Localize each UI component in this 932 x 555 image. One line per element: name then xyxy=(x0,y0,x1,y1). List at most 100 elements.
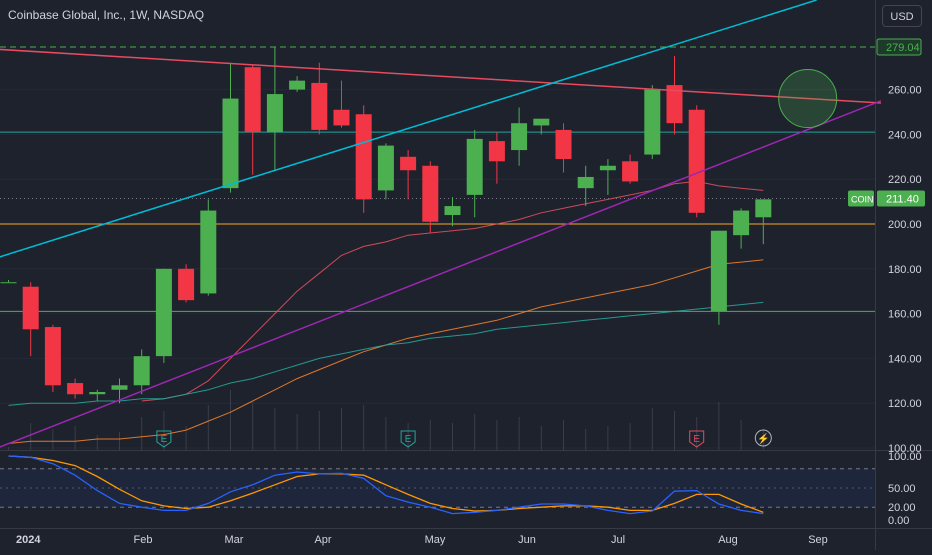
event-marker-label: ⚡ xyxy=(757,432,769,445)
volume-bar xyxy=(296,414,298,450)
volume-bar xyxy=(518,417,520,450)
volume-bar xyxy=(30,423,32,450)
candle-body xyxy=(555,129,572,160)
candle-body xyxy=(577,176,594,189)
time-axis: 2024 Feb Mar Apr May Jun Jul Aug Sep xyxy=(16,534,828,546)
price-axis-label: 100.00 xyxy=(888,443,922,455)
volume-bar xyxy=(429,420,431,450)
dividend-marker-icon xyxy=(754,429,772,447)
candle-body xyxy=(422,165,439,222)
earnings-marker-icon xyxy=(689,430,705,448)
oscillator-pane xyxy=(0,455,875,515)
volume-bars xyxy=(8,390,764,450)
earnings-marker-icon xyxy=(400,430,416,448)
volume-bar xyxy=(762,429,764,450)
oscillator-axis-label: 50.00 xyxy=(888,483,916,495)
moving-average-line xyxy=(8,301,764,406)
price-axis-label: 240.00 xyxy=(888,129,922,141)
candle-body xyxy=(222,98,239,189)
candle-body xyxy=(444,206,461,216)
candle-body xyxy=(244,67,261,133)
volume-bar xyxy=(141,417,143,450)
chart-title: Coinbase Global, Inc., 1W, NASDAQ xyxy=(8,8,204,22)
ticker-label: COIN xyxy=(851,194,874,204)
volume-bar xyxy=(607,426,609,450)
earnings-marker-icon xyxy=(156,430,172,448)
oscillator-axis-label: 100.00 xyxy=(888,451,922,463)
time-axis-label: Jul xyxy=(611,534,625,546)
volume-bar xyxy=(119,432,120,450)
time-axis-label: 2024 xyxy=(16,534,41,546)
oscillator-line xyxy=(8,455,764,515)
volume-bar xyxy=(585,429,587,450)
volume-bar xyxy=(740,420,742,450)
volume-bar xyxy=(651,408,653,450)
volume-bar xyxy=(674,411,675,450)
volume-bar xyxy=(252,402,254,450)
candle-body xyxy=(488,141,505,162)
candle-body xyxy=(266,94,283,133)
moving-average-line xyxy=(8,259,764,444)
volume-bar xyxy=(407,423,409,450)
price-axis-label: 260.00 xyxy=(888,85,922,97)
oscillator-axis-label: 20.00 xyxy=(888,502,916,514)
price-axis-label: 180.00 xyxy=(888,264,922,276)
candle-body xyxy=(599,165,616,171)
volume-bar xyxy=(185,426,187,450)
price-axis-label: 140.00 xyxy=(888,353,922,365)
volume-bar xyxy=(563,420,564,450)
oscillator-axis-label: 0.00 xyxy=(888,515,909,527)
candle-body xyxy=(0,282,17,284)
candle-body xyxy=(511,123,528,151)
candlesticks xyxy=(0,47,772,404)
ticker-tag xyxy=(848,190,874,207)
volume-bar xyxy=(8,447,9,450)
candle-body xyxy=(44,327,61,386)
volume-bar xyxy=(74,426,76,450)
event-marker-label: E xyxy=(693,434,700,445)
volume-bar xyxy=(385,417,387,450)
time-axis-label: May xyxy=(425,534,446,546)
price-axis-label: 160.00 xyxy=(888,309,922,321)
trendlines xyxy=(0,0,882,448)
volume-bar xyxy=(341,408,342,450)
currency-button[interactable]: USD xyxy=(882,5,922,27)
volume-bar xyxy=(52,429,54,450)
candle-body xyxy=(200,210,217,294)
moving-averages xyxy=(8,180,764,444)
time-axis-label: Feb xyxy=(134,534,153,546)
target-price-tag xyxy=(876,38,922,56)
price-axis-label: 120.00 xyxy=(888,398,922,410)
trendline xyxy=(0,100,882,448)
price-axis-label: 200.00 xyxy=(888,219,922,231)
candle-body xyxy=(311,82,328,130)
target-price-label: 279.04 xyxy=(886,42,920,54)
volume-bar xyxy=(230,390,231,450)
candle-body xyxy=(289,80,306,90)
target-circle-marker xyxy=(778,69,838,129)
volume-bar xyxy=(718,402,720,450)
event-marker-label: E xyxy=(161,434,168,445)
trendline xyxy=(0,0,817,258)
price-axis-label: 220.00 xyxy=(888,174,922,186)
event-marker-label: E xyxy=(405,434,412,445)
volume-bar xyxy=(452,423,453,450)
candle-body xyxy=(755,199,772,218)
trendline xyxy=(0,48,882,104)
target-circle xyxy=(778,69,838,129)
candle-body xyxy=(22,286,39,330)
last-price-label: 211.40 xyxy=(886,193,919,205)
volume-bar xyxy=(363,405,365,450)
candle-body xyxy=(622,161,639,182)
time-axis-label: Sep xyxy=(808,534,828,546)
candle-body xyxy=(733,210,750,236)
volume-bar xyxy=(96,435,98,450)
horizontal-levels xyxy=(0,46,875,312)
oscillator-line xyxy=(8,455,764,513)
time-axis-label: Aug xyxy=(718,534,738,546)
event-markers: E E E ⚡ xyxy=(156,429,772,448)
last-price-tag xyxy=(877,190,925,207)
